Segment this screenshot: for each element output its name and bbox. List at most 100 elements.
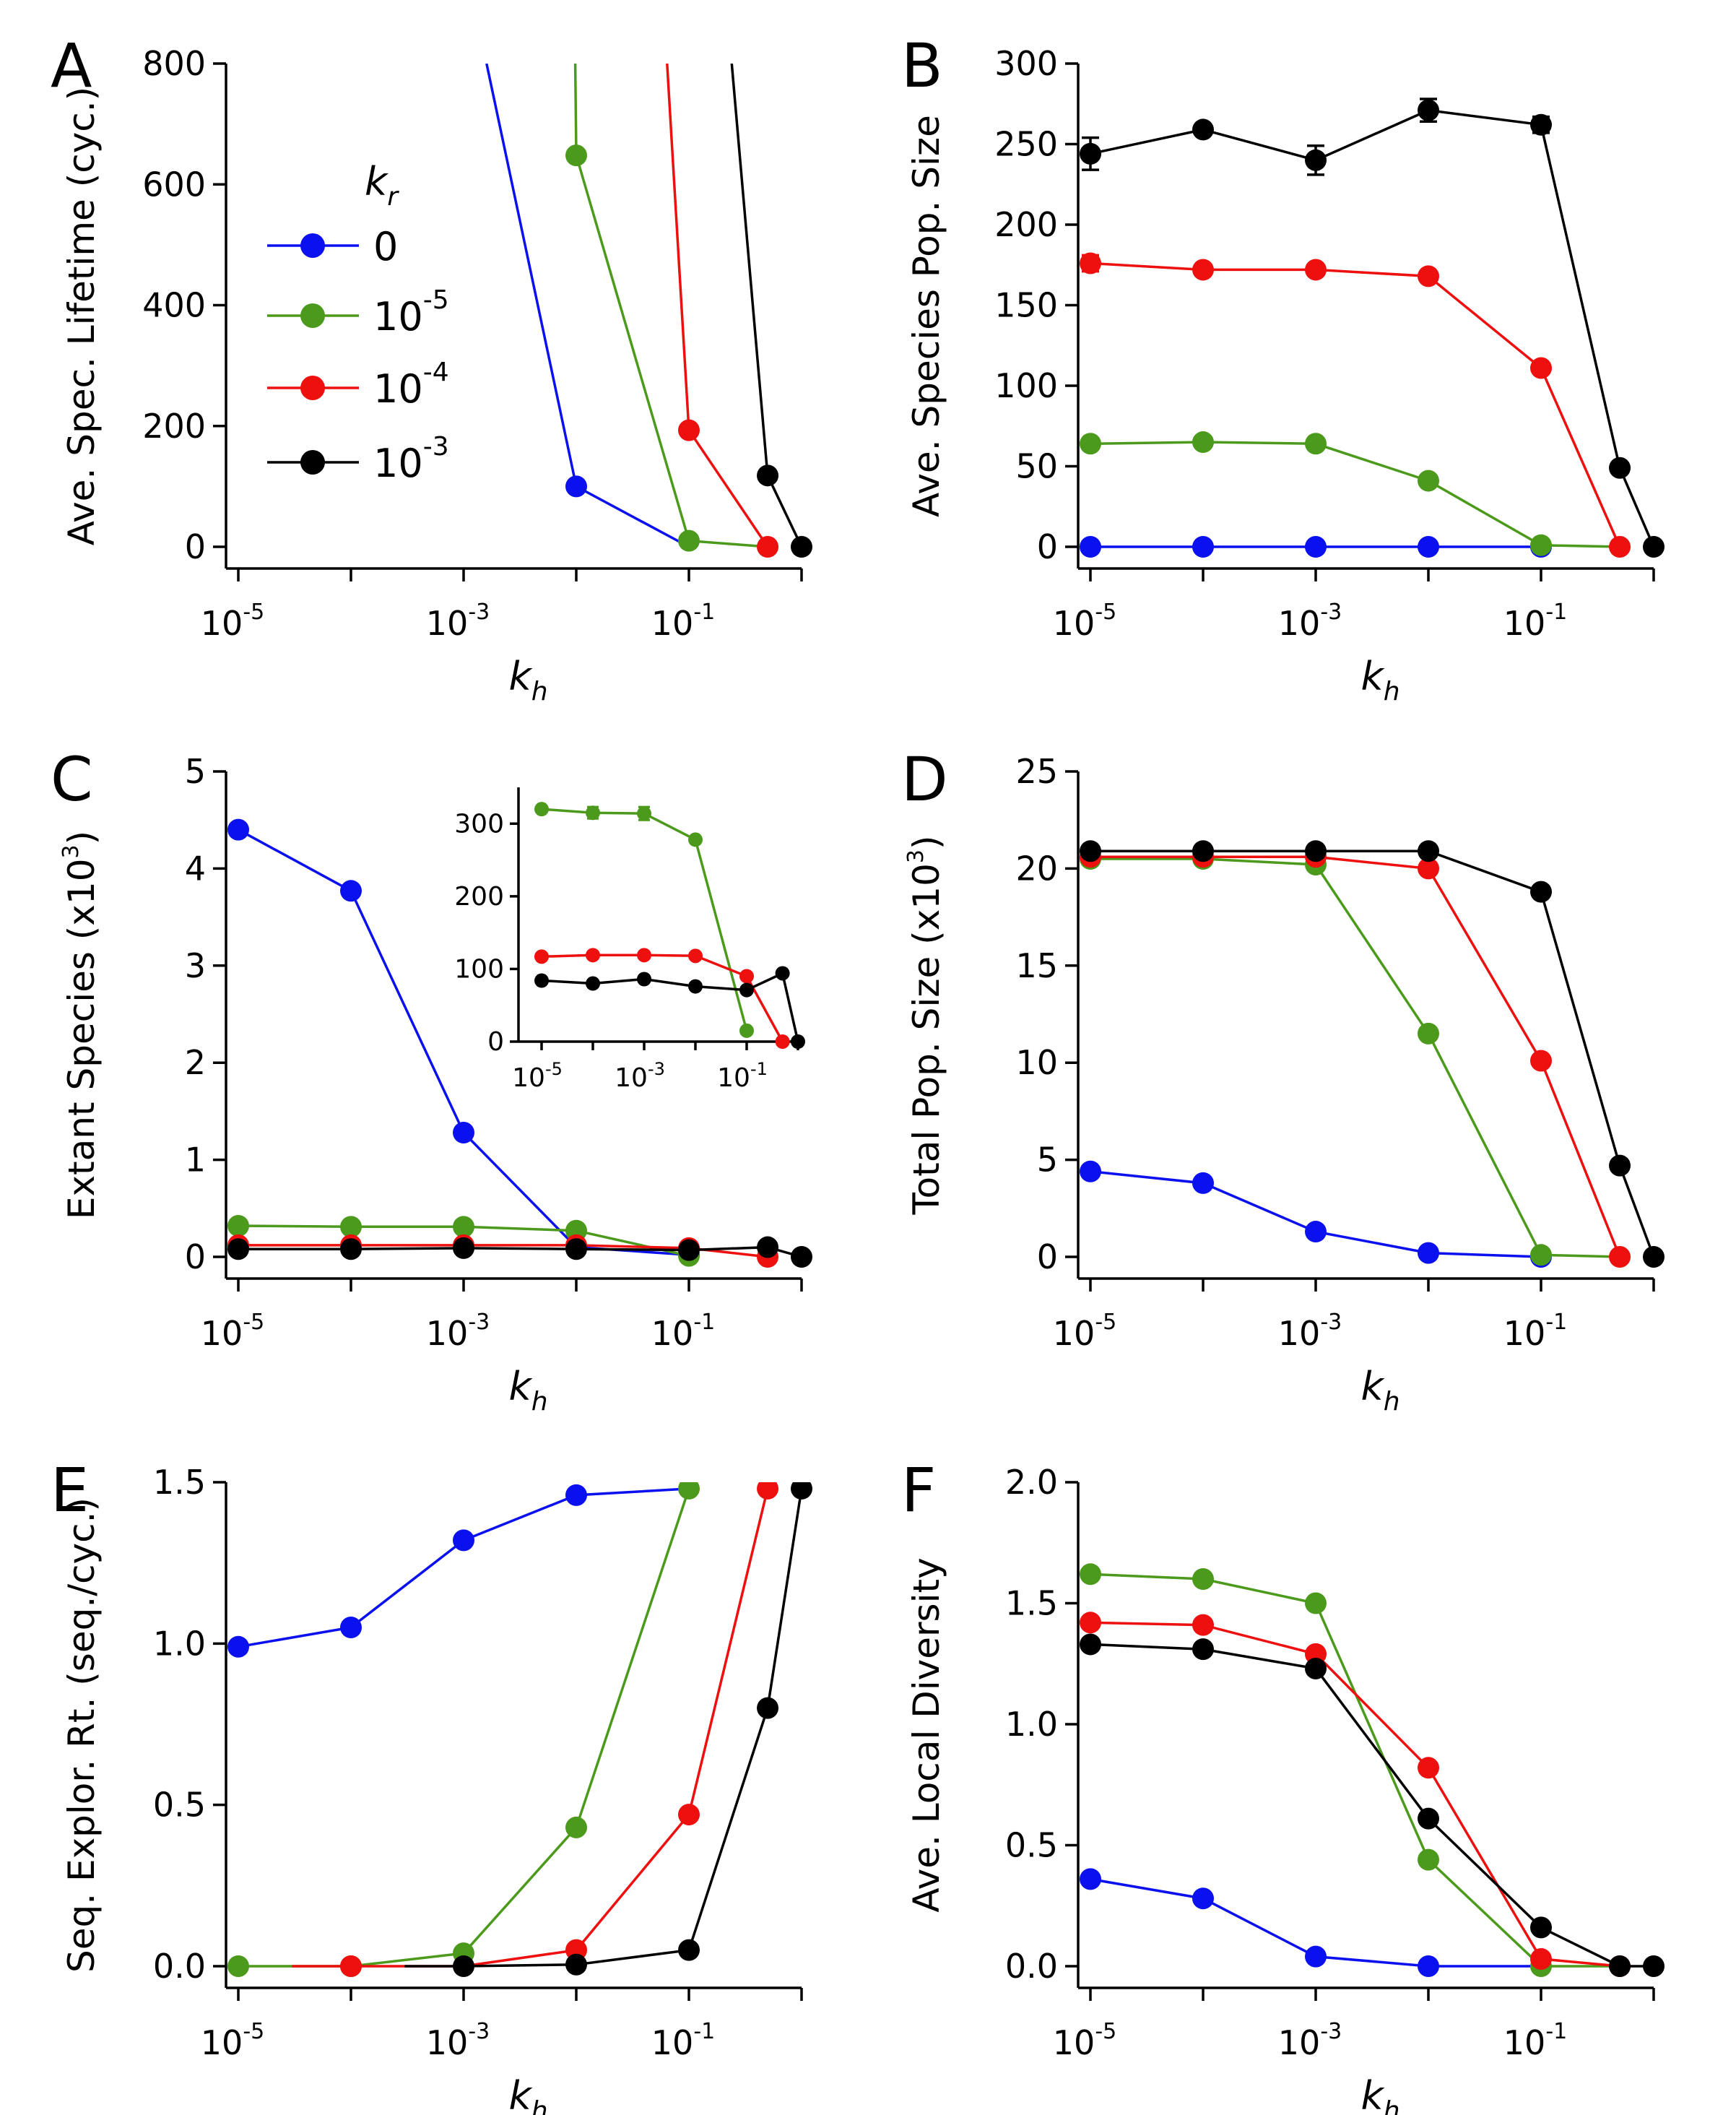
data-point — [678, 1804, 700, 1826]
panel-letter-F: F — [901, 1455, 936, 1526]
data-point — [1080, 433, 1101, 455]
y-tick-label: 0 — [1037, 1237, 1058, 1276]
data-point — [1530, 1244, 1552, 1266]
data-point — [340, 1617, 362, 1638]
data-point — [1080, 536, 1101, 558]
series-line — [1090, 855, 1621, 1258]
series-blue — [1080, 536, 1552, 558]
data-point — [1305, 840, 1327, 862]
legend-label: 10-4 — [373, 358, 449, 412]
data-point — [1305, 149, 1327, 171]
data-point — [340, 1216, 362, 1238]
panel-letter-D: D — [901, 744, 948, 815]
data-point — [227, 818, 249, 841]
data-point — [678, 1939, 700, 1961]
y-tick-label: 4 — [185, 849, 206, 888]
data-point — [1192, 536, 1214, 558]
data-point — [1080, 840, 1101, 862]
legend-marker — [300, 303, 325, 328]
inset-series-green — [534, 802, 754, 1038]
inset-y-tick-label: 300 — [454, 809, 504, 839]
series-blue — [485, 64, 690, 548]
series-line — [485, 64, 690, 548]
series-line — [1090, 1621, 1620, 1968]
panel-letter-A: A — [51, 30, 92, 101]
legend-label: 0 — [373, 224, 398, 269]
panel-C: C 0 1 2 3 4 5 10-5 10-3 10-1 kh Extant Species (x10… — [51, 744, 812, 1417]
data-point — [1192, 1614, 1214, 1636]
legend-label: 10-5 — [373, 285, 449, 339]
data-point — [1080, 252, 1101, 274]
series-line — [292, 1488, 769, 1968]
data-point — [1305, 1945, 1327, 1968]
legend-marker — [300, 450, 325, 475]
data-point — [1609, 1955, 1631, 1977]
series-red — [666, 64, 779, 558]
data-point — [227, 1635, 249, 1658]
data-point — [565, 1484, 587, 1506]
data-point — [340, 1238, 362, 1260]
inset-data-point — [791, 1034, 805, 1049]
x-axis-title: kh — [508, 1364, 547, 1417]
panel-E: E 0.0 0.5 1.0 1.5 10-5 10-3 10-1 kh Seq. Explor. … — [51, 1455, 812, 2115]
data-point — [678, 1239, 700, 1261]
data-point — [1305, 259, 1327, 281]
y-tick-label: 200 — [994, 205, 1058, 244]
panel-letter-B: B — [901, 30, 943, 101]
series-black — [730, 64, 812, 558]
y-tick-label: 5 — [1037, 1141, 1058, 1180]
legend-marker — [300, 376, 325, 400]
x-tick-label: 10-5 — [201, 1310, 264, 1353]
data-point — [1418, 536, 1439, 558]
y-tick-label: 0 — [185, 1237, 206, 1276]
series-blue — [1080, 1868, 1541, 1977]
data-point — [1609, 1246, 1631, 1268]
series-line — [1090, 1169, 1542, 1258]
data-point — [1080, 1612, 1101, 1634]
data-point — [1418, 265, 1439, 287]
data-point — [1530, 357, 1552, 379]
y-tick-label: 0.5 — [153, 1786, 206, 1825]
y-tick-label: 600 — [142, 165, 206, 204]
data-point — [1305, 1221, 1327, 1243]
y-tick-label: 0.0 — [153, 1947, 206, 1986]
data-point — [1192, 431, 1214, 454]
series-green — [1080, 431, 1620, 556]
x-tick-label: 10-1 — [1503, 2019, 1567, 2062]
data-point — [565, 475, 587, 498]
x-axis-title: kh — [508, 2073, 547, 2115]
y-tick-label: 10 — [1015, 1043, 1058, 1082]
series-line — [573, 64, 768, 548]
y-tick-label: 150 — [994, 286, 1058, 325]
panel-A: A 0 200 400 600 800 10-5 10-3 10-1 kh Ave. Spec. L… — [51, 30, 812, 706]
data-point — [227, 1214, 249, 1237]
y-tick-label: 2 — [185, 1043, 206, 1082]
data-point — [1530, 113, 1552, 136]
legend-entry: 0 — [267, 224, 398, 269]
series-line — [404, 1488, 803, 1968]
y-tick-label: 25 — [1015, 752, 1058, 791]
inset-data-point — [775, 1034, 790, 1049]
x-axis-title: kh — [1360, 2073, 1399, 2115]
data-point — [791, 1246, 812, 1268]
inset-data-point — [534, 949, 549, 964]
data-point — [1643, 1955, 1665, 1977]
x-tick-label: 10-5 — [201, 2019, 264, 2062]
legend-entry: 10-3 — [267, 432, 449, 486]
data-point — [227, 1955, 249, 1977]
data-point — [1192, 840, 1214, 862]
series-black — [227, 1236, 812, 1268]
inset-data-point — [637, 948, 651, 963]
inset-series-black — [534, 966, 805, 1049]
x-tick-label: 10-1 — [1503, 1310, 1567, 1353]
x-tick-label: 10-1 — [651, 2019, 715, 2062]
data-point — [1609, 1154, 1631, 1177]
y-tick-label: 0 — [1037, 527, 1058, 566]
series-blue — [1080, 1160, 1552, 1268]
inset-x-tick-label: 10-5 — [512, 1059, 563, 1093]
data-point — [1305, 536, 1327, 558]
series-line — [1090, 857, 1620, 1258]
panel-D: D 0 5 10 15 20 25 10-5 10-3 10-1 kh Total Pop. Size… — [901, 744, 1665, 1417]
data-point — [1418, 1848, 1439, 1871]
